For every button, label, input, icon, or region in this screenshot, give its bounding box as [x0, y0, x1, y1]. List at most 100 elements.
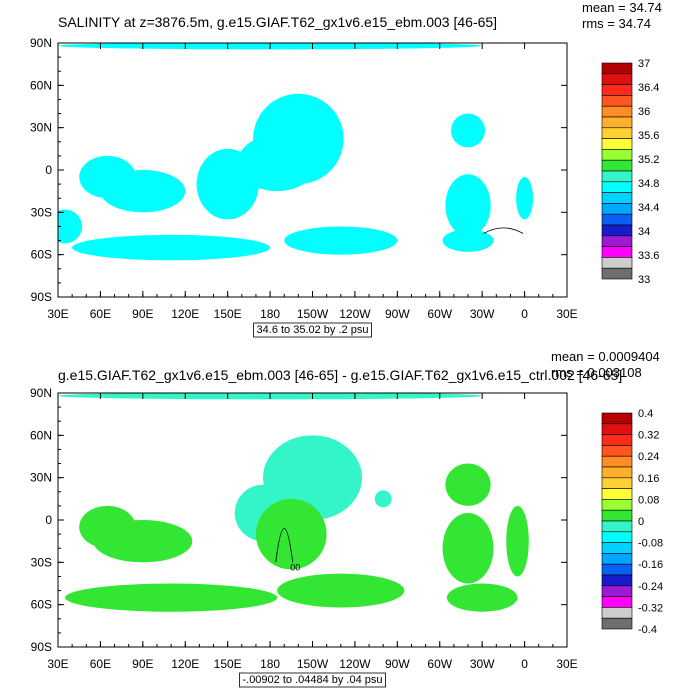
y-tick-label: 60N [30, 78, 52, 92]
x-tick-label: 30E [47, 657, 68, 671]
colorbar-box [601, 105, 633, 118]
contour-label: 00 [290, 562, 300, 572]
x-tick-label: 30W [470, 657, 495, 671]
colorbar-label: 0.08 [638, 494, 659, 506]
ocean-region-7 [284, 226, 398, 255]
ocean-region-9 [442, 512, 494, 584]
x-tick-label: 180 [260, 657, 280, 671]
x-tick-label: 120E [171, 657, 199, 671]
ocean-region-12 [58, 209, 83, 244]
colorbar-box [601, 574, 633, 587]
colorbar-label: 35.2 [638, 154, 659, 166]
colorbar-box [601, 542, 633, 554]
colorbar-box [601, 607, 633, 619]
ocean-region-11 [516, 177, 534, 220]
colorbar-box [601, 423, 633, 435]
colorbar-box [601, 246, 633, 258]
x-tick-label: 0 [521, 657, 528, 671]
y-tick-label: 30N [30, 471, 52, 485]
colorbar-box [601, 520, 633, 533]
ocean-region-5 [79, 155, 136, 199]
colorbar-box [601, 224, 633, 237]
ocean-region-8 [451, 113, 485, 148]
colorbar-box [601, 95, 633, 107]
colorbar-label: 33.6 [638, 250, 659, 262]
colorbar-box [601, 412, 633, 425]
x-tick-label: 30W [470, 307, 495, 321]
x-tick-label: 120W [339, 307, 371, 321]
ocean-region-12 [374, 490, 392, 508]
ocean-region-3 [255, 498, 327, 570]
colorbar-box [601, 499, 633, 511]
ocean-region-7 [277, 573, 405, 608]
salinity-map-chart: SALINITY at z=3876.5m, g.e15.GIAF.T62_gx… [30, 0, 662, 338]
y-tick-label: 90S [31, 290, 52, 304]
x-tick-label: 60E [90, 307, 111, 321]
ocean-region-8 [445, 463, 491, 506]
x-tick-label: 150W [297, 307, 329, 321]
colorbar-label: 36.4 [638, 82, 659, 94]
y-tick-label: 0 [45, 513, 52, 527]
difference-panel: g.e15.GIAF.T62_gx1v6.e15_ebm.003 [46-65]… [0, 349, 700, 700]
ocean-region-6 [65, 583, 278, 612]
colorbar-box [601, 257, 633, 269]
mean-stat: mean = 0.0009404 [551, 349, 660, 364]
colorbar-label: 0.4 [638, 408, 653, 420]
colorbar-box [601, 73, 633, 85]
colorbar-box [601, 159, 633, 172]
colorbar-label: 33 [638, 274, 650, 286]
contour-line [483, 227, 524, 234]
colorbar-box [601, 596, 633, 608]
y-tick-label: 90N [30, 36, 52, 50]
colorbar-label: 34.8 [638, 178, 659, 190]
ocean-field [58, 43, 534, 261]
ocean-region-9 [445, 174, 491, 237]
chart-title: g.e15.GIAF.T62_gx1v6.e15_ebm.003 [46-65]… [58, 367, 622, 383]
colorbar-box [601, 488, 633, 500]
rms-stat: rms = 34.74 [582, 16, 651, 31]
x-tick-label: 120E [171, 307, 199, 321]
salinity-panel: SALINITY at z=3876.5m, g.e15.GIAF.T62_gx… [30, 0, 662, 338]
colorbar-box [601, 127, 633, 139]
y-tick-label: 60N [30, 428, 52, 442]
y-tick-label: 30S [31, 555, 52, 569]
x-tick-label: 30E [556, 307, 577, 321]
colorbar-box [601, 477, 633, 489]
colorbar-box [601, 445, 633, 457]
y-tick-label: 60S [31, 598, 52, 612]
x-tick-label: 180 [260, 307, 280, 321]
contour-caption: -.00902 to .04484 by .04 psu [242, 674, 382, 686]
x-tick-label: 150E [214, 657, 242, 671]
colorbar-label: 36 [638, 106, 650, 118]
ocean-region-6 [72, 234, 271, 261]
y-tick-label: 60S [31, 248, 52, 262]
ocean-region-10 [442, 229, 494, 252]
x-tick-label: 0 [521, 307, 528, 321]
colorbar-box [601, 116, 633, 129]
colorbar-box [601, 62, 633, 75]
colorbar-label: -0.4 [638, 624, 657, 636]
x-tick-label: 30E [556, 657, 577, 671]
colorbar-label: 35.6 [638, 130, 659, 142]
colorbar-box [601, 509, 633, 522]
colorbar-label: 0 [638, 516, 644, 528]
y-tick-label: 90S [31, 640, 52, 654]
colorbar-label: 0.32 [638, 430, 659, 442]
x-tick-label: 90E [132, 657, 153, 671]
colorbar-label: -0.24 [638, 581, 663, 593]
caption-box [253, 322, 372, 338]
x-tick-label: 90E [132, 307, 153, 321]
colorbar-box [601, 203, 633, 215]
x-tick-label: 30E [47, 307, 68, 321]
colorbar-box [601, 84, 633, 96]
colorbar-box [601, 531, 633, 543]
colorbar-box [601, 267, 633, 280]
colorbar-box [601, 466, 633, 479]
colorbar-box [601, 455, 633, 468]
y-tick-label: 0 [45, 163, 52, 177]
chart-title: SALINITY at z=3876.5m, g.e15.GIAF.T62_gx… [58, 14, 497, 30]
x-tick-label: 60E [90, 657, 111, 671]
x-tick-label: 90W [385, 307, 410, 321]
colorbar-label: 37 [638, 58, 650, 70]
y-tick-label: 30N [30, 121, 52, 135]
